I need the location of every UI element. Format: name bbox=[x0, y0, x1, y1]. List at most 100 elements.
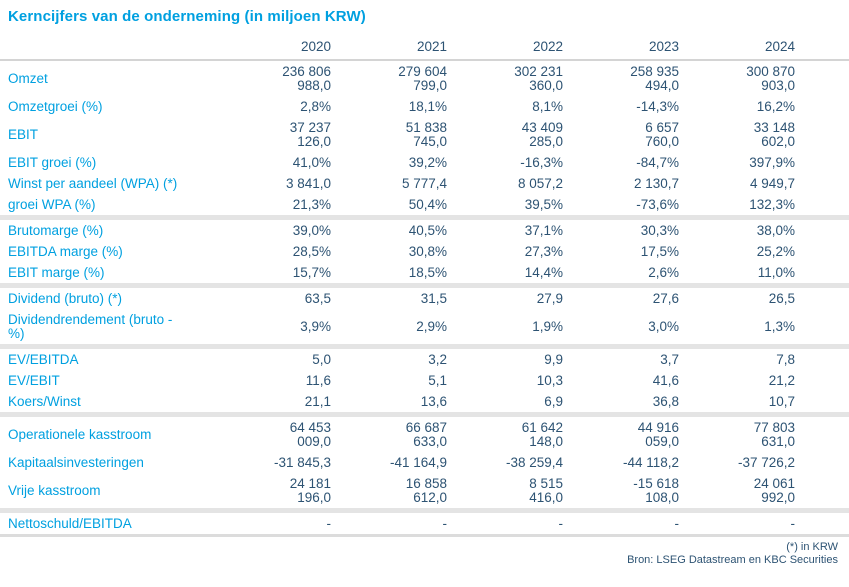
row-label: Omzetgroei (%) bbox=[8, 98, 103, 114]
row-label: EBITDA marge (%) bbox=[8, 243, 123, 259]
table-row: Dividend (bruto) (*) 63,5 31,5 27,9 27,6 26,5 bbox=[0, 288, 849, 309]
cell-value: 41,6 bbox=[652, 372, 679, 388]
year-header-2024: 2024 bbox=[679, 33, 849, 61]
cell-value: 8 057,2 bbox=[517, 175, 563, 191]
cell-value: 24 061 992,0 bbox=[753, 475, 795, 505]
cell-value: - bbox=[442, 515, 448, 531]
row-label: Vrije kasstroom bbox=[8, 482, 101, 498]
section-separator-bar bbox=[0, 344, 849, 349]
section-separator-bar bbox=[0, 412, 849, 417]
table-row: EV/EBIT 11,6 5,1 10,3 41,6 21,2 bbox=[0, 370, 849, 391]
table-row: Nettoschuld/EBITDA - - - - - bbox=[0, 513, 849, 536]
cell-value: 11,0% bbox=[757, 264, 795, 280]
cell-value: 1,9% bbox=[532, 318, 563, 334]
year-header-2022: 2022 bbox=[447, 33, 563, 61]
cell-value: 5,1 bbox=[428, 372, 447, 388]
cell-value: 26,5 bbox=[768, 290, 795, 306]
cell-value: 27,6 bbox=[652, 290, 679, 306]
cell-value: 37,1% bbox=[524, 222, 563, 238]
cell-value: -73,6% bbox=[636, 196, 679, 212]
table-row: Omzetgroei (%) 2,8% 18,1% 8,1% -14,3% 16,2% bbox=[0, 96, 849, 117]
cell-value: 258 935 494,0 bbox=[630, 63, 679, 93]
table-row: Winst per aandeel (WPA) (*) 3 841,0 5 777,… bbox=[0, 173, 849, 194]
cell-value: 24 181 196,0 bbox=[289, 475, 331, 505]
section-separator bbox=[0, 344, 849, 349]
table-row: Brutomarge (%) 39,0% 40,5% 37,1% 30,3% 38,0% bbox=[0, 220, 849, 241]
cell-value: 28,5% bbox=[292, 243, 331, 259]
table-row: Dividendrendement (bruto - %) 3,9% 2,9% 1,9… bbox=[0, 309, 849, 344]
cell-value: 37 237 126,0 bbox=[289, 119, 331, 149]
cell-value: - bbox=[790, 515, 796, 531]
cell-value: -44 118,2 bbox=[622, 454, 679, 470]
cell-value: 40,5% bbox=[408, 222, 447, 238]
label-column-header bbox=[0, 33, 215, 61]
table-row: groei WPA (%) 21,3% 50,4% 39,5% -73,6% 132,3% bbox=[0, 194, 849, 215]
year-header-2020: 2020 bbox=[215, 33, 331, 61]
row-label: Dividend (bruto) (*) bbox=[8, 290, 123, 306]
cell-value: 4 949,7 bbox=[749, 175, 795, 191]
cell-value: 302 231 360,0 bbox=[514, 63, 563, 93]
cell-value: -31 845,3 bbox=[273, 454, 331, 470]
source-note: Bron: LSEG Datastream en KBC Securities bbox=[627, 554, 838, 566]
cell-value: 14,4% bbox=[524, 264, 563, 280]
section-separator-bar bbox=[0, 283, 849, 288]
row-label: Operationele kasstroom bbox=[8, 426, 152, 442]
cell-value: 64 453 009,0 bbox=[289, 419, 331, 449]
section-separator bbox=[0, 283, 849, 288]
table-row: EBITDA marge (%) 28,5% 30,8% 27,3% 17,5% 25,2… bbox=[0, 241, 849, 262]
table-row: EBIT marge (%) 15,7% 18,5% 14,4% 2,6% 11,0% bbox=[0, 262, 849, 283]
footnotes: (*) in KRW Bron: LSEG Datastream en KBC … bbox=[0, 541, 849, 567]
cell-value: 44 916 059,0 bbox=[637, 419, 679, 449]
cell-value: 6 657 760,0 bbox=[645, 119, 679, 149]
cell-value: -38 259,4 bbox=[505, 454, 563, 470]
cell-value: 33 148 602,0 bbox=[753, 119, 795, 149]
cell-value: 1,3% bbox=[764, 318, 795, 334]
footnote-krw: (*) in KRW bbox=[786, 541, 838, 553]
cell-value: 77 803 631,0 bbox=[753, 419, 795, 449]
cell-value: 18,1% bbox=[408, 98, 447, 114]
cell-value: 11,6 bbox=[305, 372, 331, 388]
cell-value: 132,3% bbox=[749, 196, 795, 212]
section-separator bbox=[0, 508, 849, 513]
cell-value: 3,0% bbox=[648, 318, 679, 334]
cell-value: 15,7% bbox=[292, 264, 331, 280]
cell-value: 27,3% bbox=[524, 243, 563, 259]
cell-value: 279 604 799,0 bbox=[398, 63, 447, 93]
cell-value: 2,9% bbox=[416, 318, 447, 334]
cell-value: 21,3% bbox=[292, 196, 331, 212]
cell-value: 30,8% bbox=[408, 243, 447, 259]
cell-value: 5,0 bbox=[312, 351, 331, 367]
cell-value: 3,2 bbox=[428, 351, 447, 367]
cell-value: 8 515 416,0 bbox=[529, 475, 563, 505]
cell-value: 2,6% bbox=[648, 264, 679, 280]
cell-value: 39,0% bbox=[292, 222, 331, 238]
table-row: Operationele kasstroom 64 453 009,0 66 687… bbox=[0, 417, 849, 452]
section-separator-bar bbox=[0, 508, 849, 513]
cell-value: 16 858 612,0 bbox=[405, 475, 447, 505]
cell-value: 43 409 285,0 bbox=[521, 119, 563, 149]
row-label: Koers/Winst bbox=[8, 393, 81, 409]
cell-value: 10,3 bbox=[536, 372, 563, 388]
cell-value: 39,5% bbox=[524, 196, 563, 212]
year-header-2023: 2023 bbox=[563, 33, 679, 61]
cell-value: 31,5 bbox=[420, 290, 447, 306]
cell-value: 30,3% bbox=[640, 222, 679, 238]
cell-value: 27,9 bbox=[536, 290, 563, 306]
section-separator bbox=[0, 412, 849, 417]
row-label: EBIT bbox=[8, 126, 39, 142]
table-row: Omzet 236 806 988,0 279 604 799,0 302 231 3… bbox=[0, 60, 849, 96]
cell-value: -84,7% bbox=[636, 154, 679, 170]
page-title: Kerncijfers van de onderneming (in miljo… bbox=[8, 8, 366, 25]
cell-value: 61 642 148,0 bbox=[521, 419, 563, 449]
cell-value: - bbox=[326, 515, 332, 531]
table-row: Koers/Winst 21,1 13,6 6,9 36,8 10,7 bbox=[0, 391, 849, 412]
cell-value: 38,0% bbox=[756, 222, 795, 238]
cell-value: 63,5 bbox=[304, 290, 331, 306]
cell-value: 2,8% bbox=[300, 98, 331, 114]
row-label: Kapitaalsinvesteringen bbox=[8, 454, 144, 470]
cell-value: 8,1% bbox=[532, 98, 563, 114]
key-figures-panel: Kerncijfers van de onderneming (in miljo… bbox=[0, 8, 849, 567]
cell-value: 2 130,7 bbox=[633, 175, 679, 191]
cell-value: 39,2% bbox=[408, 154, 447, 170]
cell-value: 3,7 bbox=[660, 351, 679, 367]
